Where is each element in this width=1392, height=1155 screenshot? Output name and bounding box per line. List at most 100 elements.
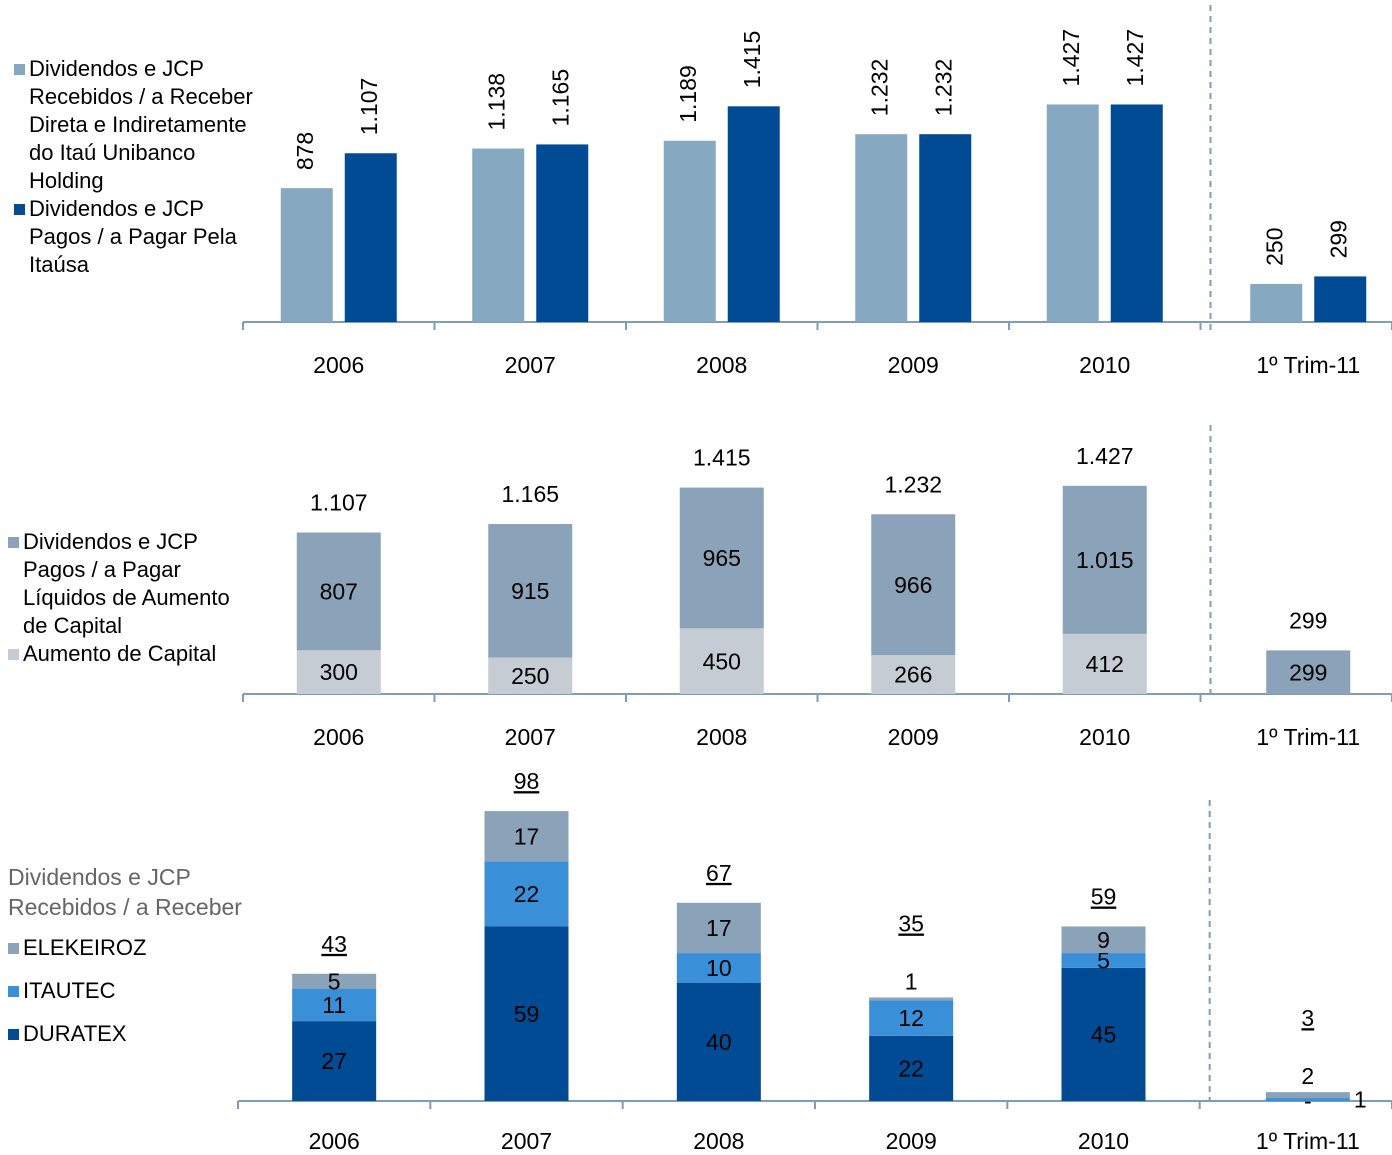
bar-segment bbox=[484, 926, 569, 1101]
legend-entry: Dividendos e JCP Recebidos / a Receber D… bbox=[14, 55, 262, 195]
total-label: 98 bbox=[514, 768, 540, 794]
bar bbox=[472, 148, 525, 322]
bar bbox=[663, 140, 716, 322]
data-label: 266 bbox=[894, 662, 932, 688]
data-label: 1.189 bbox=[675, 65, 701, 123]
data-label: 878 bbox=[292, 132, 318, 170]
x-tick-label: 2007 bbox=[505, 724, 556, 750]
legend-entry: ITAUTEC bbox=[8, 977, 256, 1005]
data-label: 17 bbox=[706, 915, 732, 941]
legend: Dividendos e JCP Recebidos / a Receber EL… bbox=[8, 862, 256, 1063]
data-label: 1.427 bbox=[1122, 29, 1148, 87]
x-tick-label: 2009 bbox=[886, 1128, 937, 1154]
x-tick-label: 2006 bbox=[313, 352, 364, 378]
data-label: 807 bbox=[320, 578, 358, 604]
legend-label: Dividendos e JCP Recebidos / a Receber D… bbox=[29, 56, 253, 193]
data-label: 59 bbox=[514, 1001, 540, 1027]
data-label: 5 bbox=[1097, 948, 1110, 974]
bar-segment bbox=[1061, 953, 1146, 968]
legend-label: Dividendos e JCP Pagos / a Pagar Líquido… bbox=[23, 529, 230, 638]
bar-segment bbox=[292, 973, 377, 989]
x-tick-label: 1º Trim-11 bbox=[1256, 1128, 1360, 1154]
bar-segment bbox=[292, 988, 377, 1022]
data-label: 299 bbox=[1325, 220, 1351, 258]
legend-label: DURATEX bbox=[23, 1021, 127, 1046]
x-tick-label: 1º Trim-11 bbox=[1256, 352, 1360, 378]
bar-segment bbox=[1265, 1098, 1350, 1101]
x-tick-label: 2006 bbox=[313, 724, 364, 750]
legend-label: Dividendos e JCP Pagos / a Pagar Pela It… bbox=[29, 196, 237, 277]
bar-segment bbox=[676, 902, 761, 954]
bar bbox=[855, 134, 908, 322]
bar bbox=[1314, 276, 1367, 322]
x-tick-label: 2010 bbox=[1079, 724, 1130, 750]
x-tick-label: 2010 bbox=[1079, 352, 1130, 378]
bar-segment bbox=[488, 524, 573, 658]
bar-segment bbox=[1266, 650, 1351, 694]
total-label: 1.232 bbox=[884, 471, 942, 497]
legend-entry: Dividendos e JCP Pagos / a Pagar Líquido… bbox=[8, 528, 256, 640]
data-label: 966 bbox=[894, 572, 932, 598]
x-tick-label: 2008 bbox=[696, 724, 747, 750]
bar-segment bbox=[871, 514, 956, 656]
legend-swatch bbox=[8, 943, 19, 954]
bar-segment bbox=[1062, 485, 1147, 634]
data-label: - bbox=[1304, 1088, 1312, 1114]
legend-entry: ELEKEIROZ bbox=[8, 934, 256, 962]
data-label: 10 bbox=[706, 955, 732, 981]
bar-segment bbox=[679, 628, 764, 694]
bar-segment bbox=[484, 811, 569, 862]
x-tick-label: 2010 bbox=[1078, 1128, 1129, 1154]
data-label: 412 bbox=[1086, 651, 1124, 677]
total-label: 3 bbox=[1301, 1005, 1314, 1031]
legend: Dividendos e JCP Recebidos / a Receber D… bbox=[14, 55, 262, 279]
bar-segment bbox=[1061, 926, 1146, 954]
x-tick-label: 2008 bbox=[696, 352, 747, 378]
legend-swatch bbox=[8, 1029, 19, 1040]
data-label: 1.107 bbox=[356, 78, 382, 136]
bar bbox=[1110, 104, 1163, 323]
legend-label: Aumento de Capital bbox=[23, 641, 217, 666]
bar bbox=[1046, 104, 1099, 323]
data-label: 1 bbox=[1354, 1087, 1367, 1113]
data-label: 1.138 bbox=[483, 73, 509, 131]
bar-segment bbox=[679, 487, 764, 629]
data-label: 12 bbox=[898, 1005, 924, 1031]
total-label: 1.427 bbox=[1076, 443, 1134, 469]
data-label: 915 bbox=[511, 578, 549, 604]
data-label: 1.015 bbox=[1076, 547, 1134, 573]
total-label: 67 bbox=[706, 860, 732, 886]
total-label: 35 bbox=[898, 911, 924, 937]
bar-segment bbox=[296, 650, 381, 694]
bar-segment bbox=[488, 657, 573, 694]
bar-segment bbox=[1061, 967, 1146, 1101]
legend-entry: Aumento de Capital bbox=[8, 640, 256, 668]
data-label: 300 bbox=[320, 659, 358, 685]
x-tick-label: 1º Trim-11 bbox=[1256, 724, 1360, 750]
data-label: 965 bbox=[703, 545, 741, 571]
data-label: 2 bbox=[1301, 1063, 1314, 1089]
data-label: 27 bbox=[321, 1048, 347, 1074]
data-label: 17 bbox=[514, 823, 540, 849]
data-label: 299 bbox=[1289, 659, 1327, 685]
bar bbox=[919, 134, 972, 322]
legend-swatch bbox=[8, 537, 19, 548]
data-label: 250 bbox=[1261, 228, 1287, 266]
legend: Dividendos e JCP Pagos / a Pagar Líquido… bbox=[8, 528, 256, 668]
data-label: 1.427 bbox=[1058, 29, 1084, 87]
total-label: 299 bbox=[1289, 607, 1327, 633]
bar bbox=[344, 153, 397, 322]
bar bbox=[280, 188, 333, 322]
x-tick-label: 2006 bbox=[309, 1128, 360, 1154]
total-label: 1.107 bbox=[310, 490, 368, 516]
legend-swatch bbox=[8, 649, 19, 660]
legend-entry: Dividendos e JCP Pagos / a Pagar Pela It… bbox=[14, 195, 262, 279]
legend-entry: DURATEX bbox=[8, 1020, 256, 1048]
x-tick-label: 2007 bbox=[505, 352, 556, 378]
legend-swatch bbox=[8, 986, 19, 997]
data-label: 250 bbox=[511, 663, 549, 689]
bar-segment bbox=[296, 532, 381, 651]
bar-segment bbox=[484, 861, 569, 927]
